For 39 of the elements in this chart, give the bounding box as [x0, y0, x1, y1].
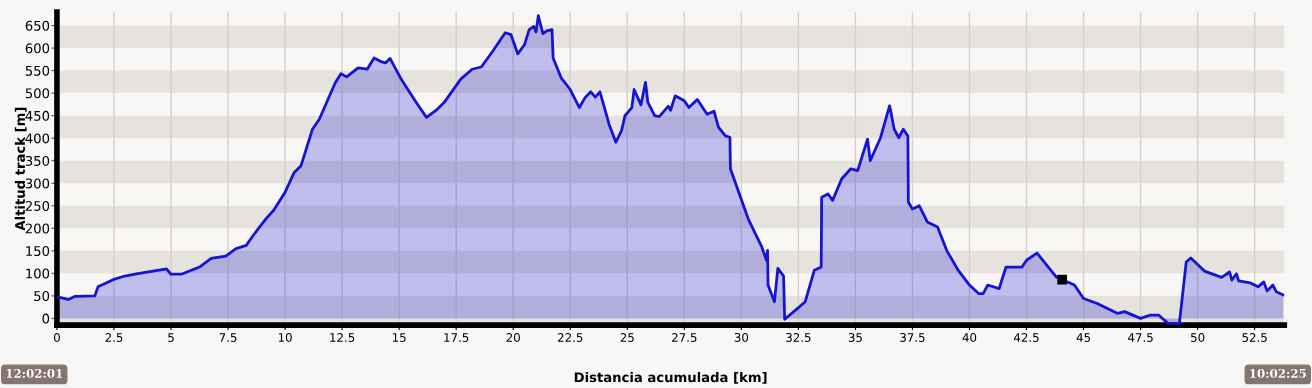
x-tick-label: 17.5 [444, 333, 469, 342]
y-tick-label: 150 [26, 246, 50, 257]
x-tick-label: 30 [734, 332, 749, 342]
x-tick-label: 52.5 [1242, 332, 1267, 342]
x-tick-label: 32.5 [786, 332, 811, 342]
x-tick-label: 45 [1076, 333, 1091, 342]
y-tick-label: 550 [25, 65, 50, 76]
y-tick-label: 350 [25, 155, 50, 166]
x-tick-label: 15 [392, 333, 406, 342]
x-axis-title: Distancia acumulada [km] [574, 371, 767, 384]
x-tick-label: 22.5 [557, 332, 583, 342]
y-tick-label: 600 [25, 43, 50, 54]
x-tick-label: 20 [506, 332, 520, 342]
x-tick-label: 7.5 [219, 333, 237, 342]
y-tick-label: 450 [25, 110, 50, 121]
text: 12:02:01 [6, 368, 63, 378]
x-tick-label: 47.5 [1128, 333, 1153, 342]
y-tick-label: 50 [34, 291, 50, 302]
y-tick-label: 100 [26, 268, 50, 279]
x-tick-label: 5 [168, 333, 174, 342]
text: 10:02:25 [1250, 368, 1306, 378]
x-tick-label: 50 [1191, 332, 1205, 342]
y-tick-label: 200 [25, 223, 50, 234]
y-tick-label: 250 [25, 200, 50, 211]
x-tick-label: 2.5 [105, 332, 123, 342]
y-tick-label: 400 [25, 133, 50, 144]
y-tick-label: 0 [42, 313, 50, 324]
x-tick-label: 37.5 [900, 332, 925, 342]
x-tick-label: 25 [620, 332, 634, 342]
y-tick-label: 300 [25, 178, 50, 189]
y-tick-label: 650 [25, 20, 50, 31]
x-tick-label: 27.5 [672, 332, 697, 342]
x-tick-label: 35 [848, 332, 862, 342]
x-tick-label: 10 [278, 332, 292, 342]
x-tick-label: 40 [962, 332, 977, 342]
x-tick-label: 0 [53, 332, 60, 342]
x-tick-label: 12.5 [330, 332, 355, 342]
y-tick-label: 500 [25, 88, 50, 99]
x-tick-label: 42.5 [1013, 332, 1039, 342]
